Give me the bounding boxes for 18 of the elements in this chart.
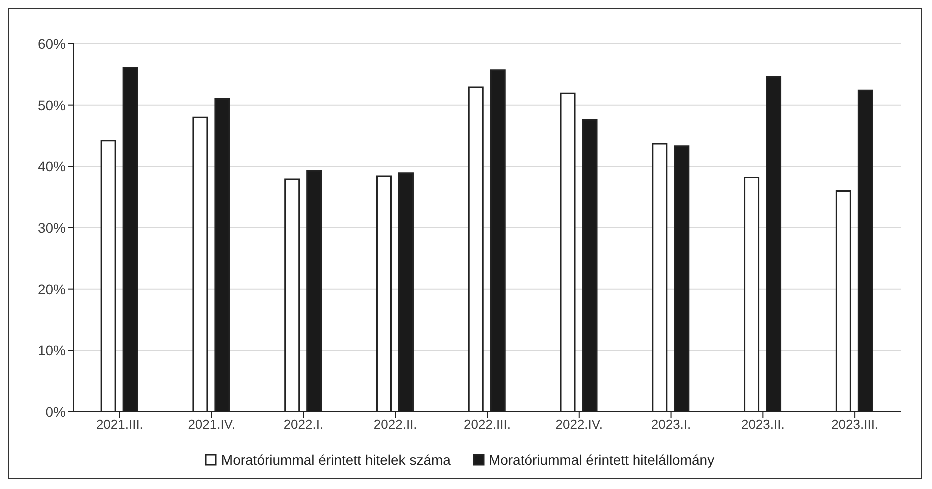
y-tick-label: 30% [38,220,66,236]
y-tick-label: 10% [38,342,66,359]
y-tick-label: 0% [46,404,66,420]
x-tick-label: 2021.IV. [188,417,236,432]
x-tick-label: 2023.III. [832,417,879,432]
x-tick-label: 2022.I. [284,417,324,432]
y-tick-label: 40% [38,158,66,175]
legend-label: Moratóriummal érintett hitelek száma [221,452,451,468]
y-tick-label: 50% [38,97,66,114]
y-tick-label: 20% [38,281,66,298]
x-tick-label: 2022.III. [464,417,511,432]
x-tick-label: 2023.I. [651,417,692,432]
legend-label: Moratóriummal érintett hitelállomány [488,452,715,468]
x-tick-label: 2022.IV. [556,417,604,432]
x-tick-label: 2021.III. [96,417,144,432]
x-tick-label: 2022.II. [374,417,418,432]
y-tick-label: 60% [38,36,66,52]
x-tick-label: 2023.II. [741,417,785,432]
